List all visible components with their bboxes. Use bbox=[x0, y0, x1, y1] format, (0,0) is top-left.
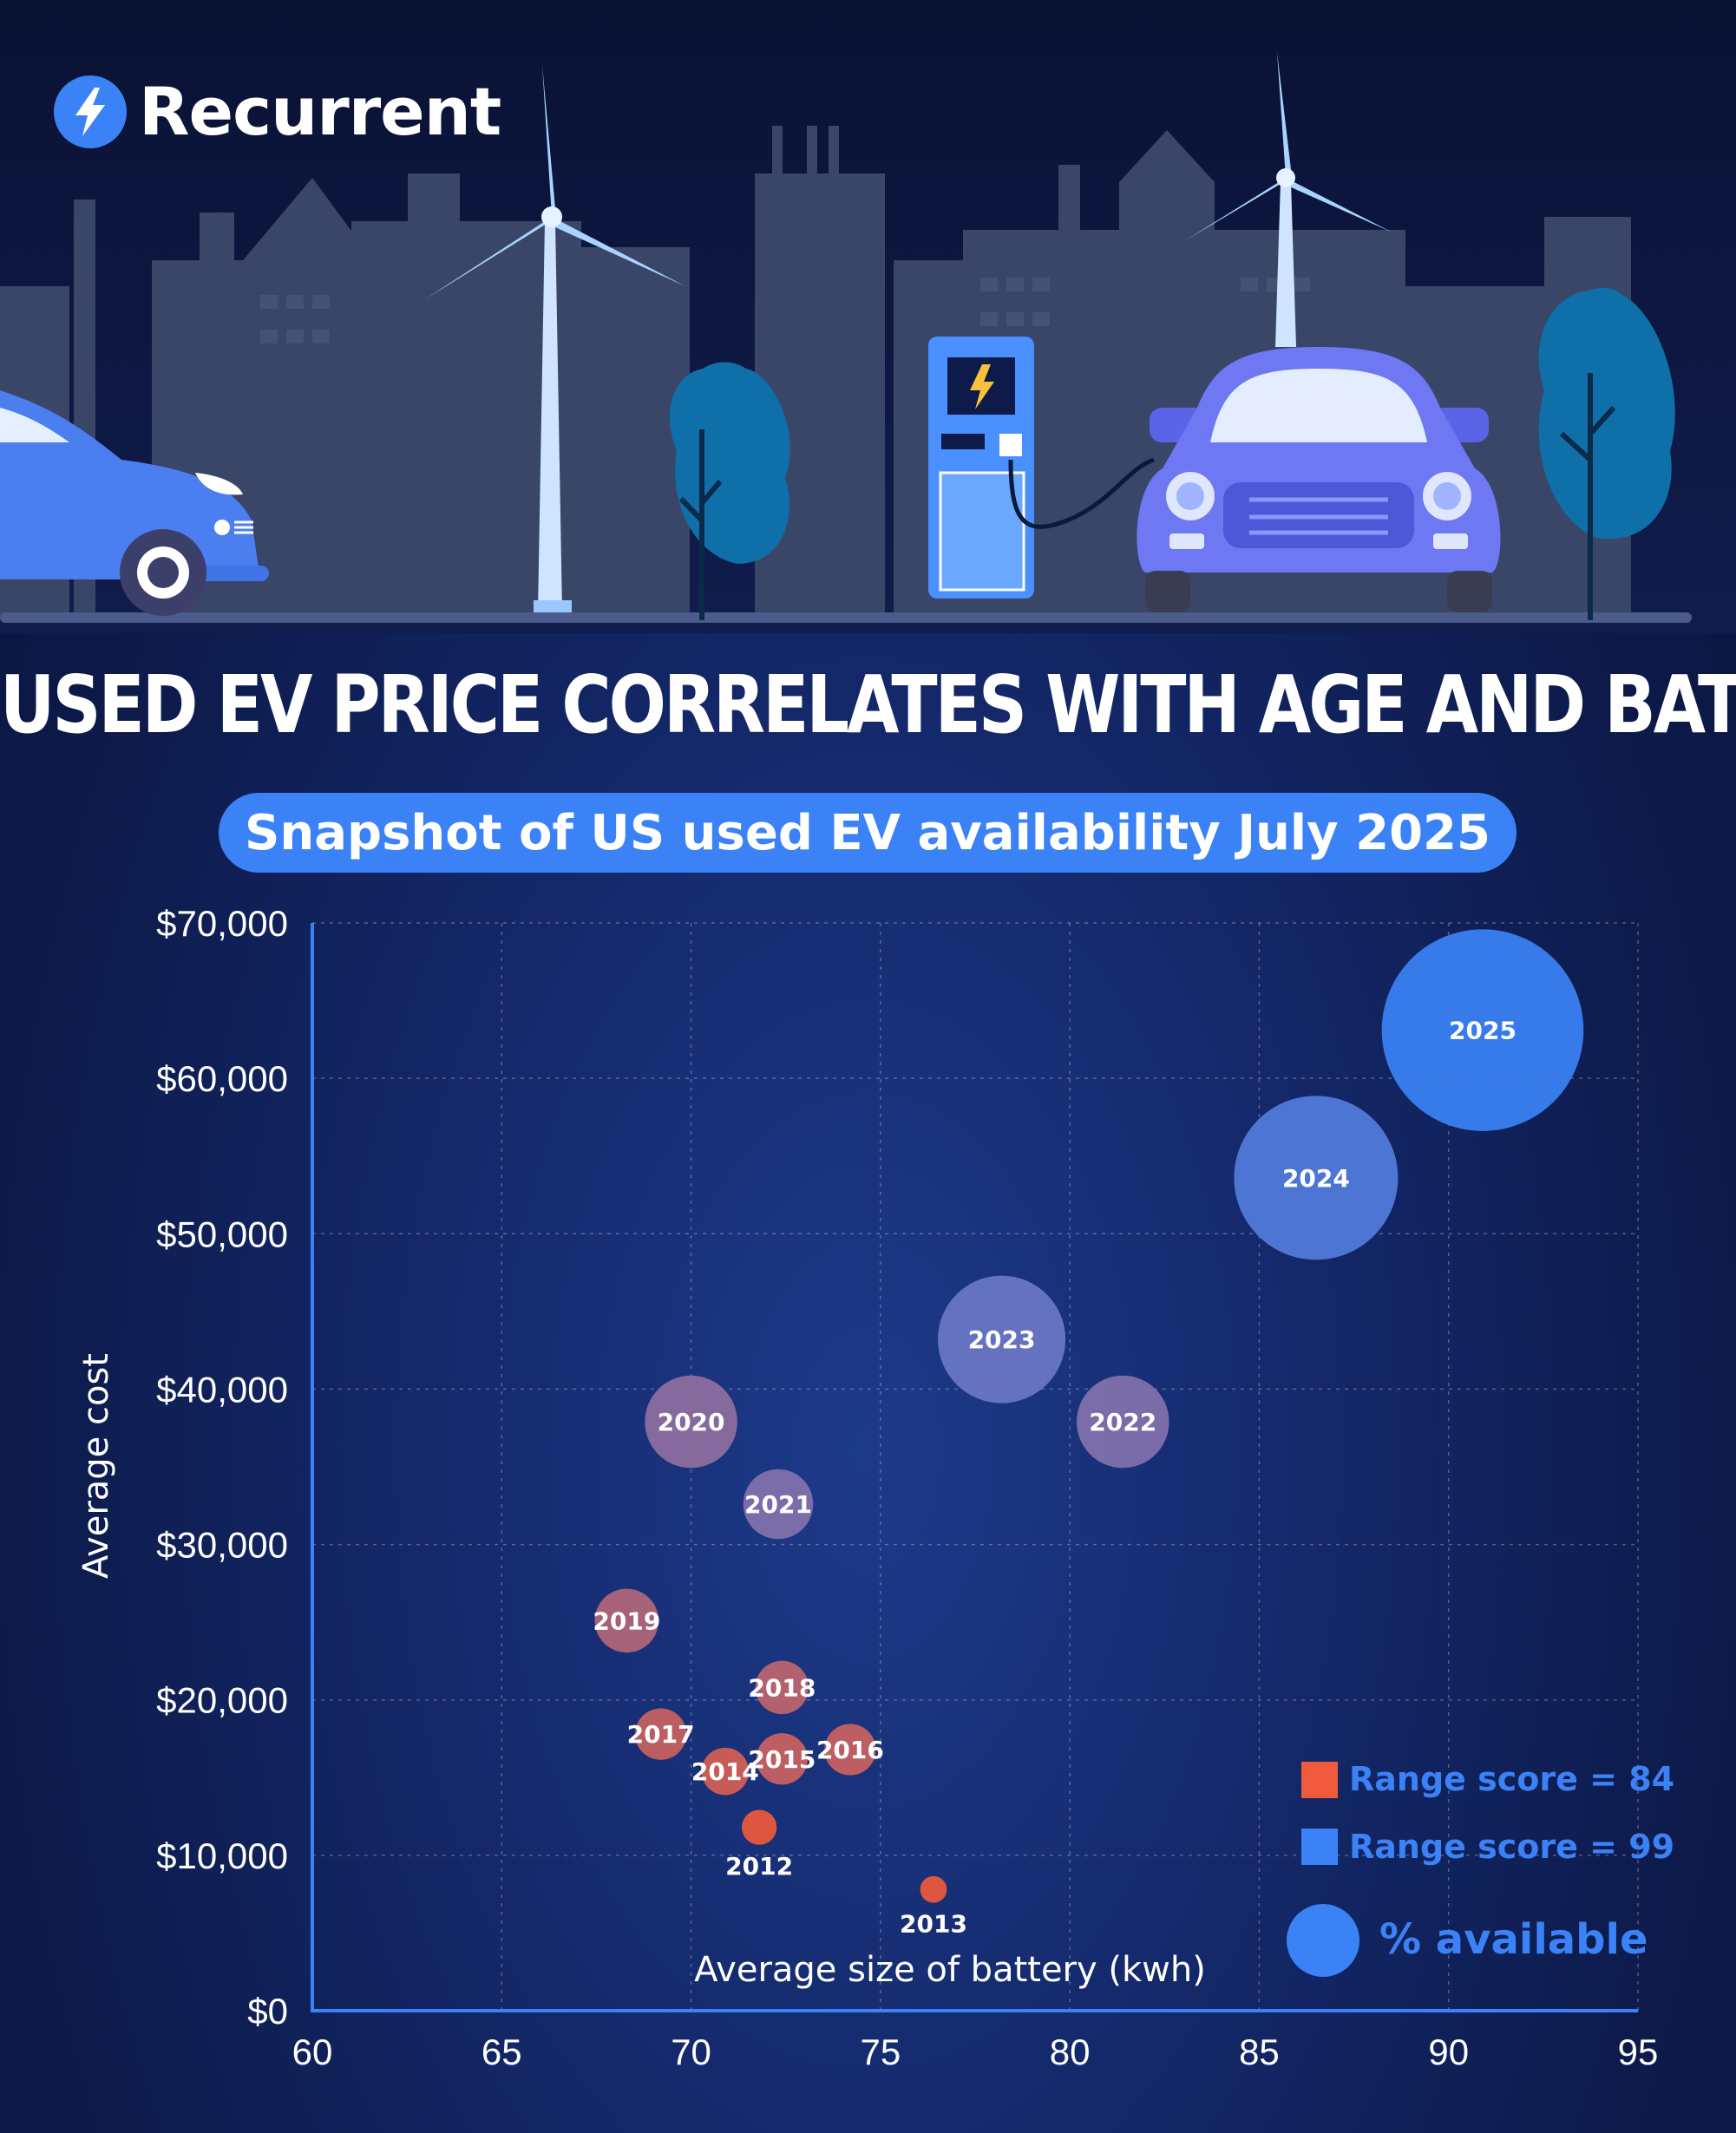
bubble-2019: 2019 bbox=[593, 1588, 660, 1653]
bubble-label: 2022 bbox=[1089, 1408, 1156, 1436]
tree-right-icon bbox=[1538, 287, 1675, 620]
bubble-2023: 2023 bbox=[938, 1275, 1066, 1403]
legend-size-label: % available bbox=[1379, 1915, 1648, 1964]
tree-left-icon bbox=[669, 362, 790, 620]
bubble-label: 2013 bbox=[900, 1910, 967, 1939]
bubble-label: 2023 bbox=[968, 1325, 1036, 1354]
y-tick-label: $0 bbox=[247, 1991, 288, 2032]
bubble-label: 2016 bbox=[816, 1736, 884, 1764]
bubble-label: 2017 bbox=[627, 1720, 695, 1749]
bubble-circle bbox=[743, 1469, 814, 1540]
bubble-label: 2014 bbox=[691, 1757, 759, 1786]
y-tick-label: $10,000 bbox=[156, 1835, 288, 1876]
bubble-2016: 2016 bbox=[816, 1724, 884, 1776]
y-tick-label: $70,000 bbox=[156, 903, 288, 944]
bubble-circle bbox=[645, 1375, 737, 1469]
bubble-circle bbox=[742, 1809, 777, 1845]
bubble-2014: 2014 bbox=[691, 1747, 759, 1796]
x-tick-label: 95 bbox=[1618, 2032, 1659, 2072]
ground-line bbox=[0, 612, 1692, 623]
bubble-label: 2012 bbox=[725, 1852, 793, 1881]
x-tick-label: 80 bbox=[1050, 2032, 1091, 2072]
x-tick-label: 65 bbox=[481, 2032, 522, 2072]
wind-turbine-right-icon bbox=[1184, 52, 1392, 347]
bubble-circle bbox=[1381, 929, 1584, 1131]
chart-legend: Range score = 84 Range score = 99 % avai… bbox=[1287, 1760, 1674, 1977]
y-tick-label: $60,000 bbox=[156, 1058, 288, 1099]
bubble-circle bbox=[920, 1875, 947, 1903]
x-tick-label: 70 bbox=[671, 2032, 711, 2072]
legend-label-range-84: Range score = 84 bbox=[1349, 1760, 1674, 1798]
bubble-circle bbox=[1234, 1096, 1399, 1260]
y-tick-label: $50,000 bbox=[156, 1214, 288, 1254]
bubble-label: 2019 bbox=[593, 1606, 660, 1635]
x-tick-label: 60 bbox=[292, 2032, 333, 2072]
bubble-circle bbox=[635, 1708, 687, 1760]
bubble-circle bbox=[824, 1724, 876, 1776]
legend-size-bubble-icon bbox=[1287, 1904, 1359, 1977]
bubble-2015: 2015 bbox=[748, 1733, 816, 1785]
brand-header: Recurrent bbox=[54, 73, 501, 150]
bubble-circle bbox=[755, 1660, 809, 1715]
bubble-label: 2025 bbox=[1449, 1017, 1517, 1045]
ev-car-front-icon bbox=[1137, 347, 1501, 612]
bubble-circle bbox=[701, 1747, 750, 1796]
bubble-2025: 2025 bbox=[1381, 929, 1584, 1131]
bubble-label: 2021 bbox=[744, 1490, 812, 1519]
y-tick-label: $20,000 bbox=[156, 1680, 288, 1721]
x-tick-label: 75 bbox=[860, 2032, 901, 2072]
bubble-2012: 2012 bbox=[725, 1809, 793, 1881]
bubble-label: 2015 bbox=[748, 1745, 816, 1774]
bubble-2020: 2020 bbox=[645, 1375, 737, 1469]
bubble-circle bbox=[1076, 1375, 1169, 1469]
charging-station-icon bbox=[928, 337, 1155, 599]
bubble-label: 2020 bbox=[658, 1408, 725, 1436]
bubble-2022: 2022 bbox=[1076, 1375, 1169, 1469]
wind-turbine-left-icon bbox=[425, 65, 685, 612]
bubble-label: 2018 bbox=[748, 1673, 816, 1702]
page-title: USED EV PRICE CORRELATES WITH AGE AND BA… bbox=[0, 659, 1736, 752]
bubble-2021: 2021 bbox=[743, 1469, 814, 1540]
y-tick-label: $30,000 bbox=[156, 1525, 288, 1566]
chart-axes bbox=[311, 923, 1638, 2012]
y-axis-ticks: $0 $10,000 $20,000 $30,000 $40,000 $50,000 $60… bbox=[156, 903, 288, 2032]
brand-name: Recurrent bbox=[139, 73, 501, 150]
y-tick-label: $40,000 bbox=[156, 1369, 288, 1410]
bubble-circle bbox=[938, 1275, 1066, 1403]
legend-swatch-range-84 bbox=[1301, 1762, 1338, 1798]
x-tick-label: 85 bbox=[1239, 2032, 1280, 2072]
legend-swatch-range-99 bbox=[1301, 1829, 1338, 1865]
bubble-label: 2024 bbox=[1282, 1164, 1350, 1193]
bubble-2017: 2017 bbox=[627, 1708, 695, 1760]
bubble-2024: 2024 bbox=[1234, 1096, 1399, 1260]
ev-car-side-icon bbox=[0, 390, 269, 616]
bubble-circle bbox=[756, 1733, 808, 1785]
bubble-2018: 2018 bbox=[748, 1660, 816, 1715]
x-axis-ticks: 60 65 70 75 80 85 90 95 bbox=[292, 2032, 1659, 2072]
bubble-series: 2025 2024 2023 2020 2022 2021 2019 2018 2015 2016… bbox=[593, 929, 1584, 1939]
y-axis-title: Average cost bbox=[76, 1353, 116, 1579]
bubble-2013: 2013 bbox=[900, 1875, 967, 1939]
city-scene-illustration bbox=[0, 0, 1736, 633]
lightning-bolt-logo-icon bbox=[54, 75, 127, 148]
chart-subtitle: Snapshot of US used EV availability July… bbox=[219, 793, 1517, 873]
bubble-circle bbox=[594, 1588, 659, 1653]
legend-label-range-99: Range score = 99 bbox=[1349, 1828, 1674, 1866]
x-axis-title: Average size of battery (kwh) bbox=[694, 1950, 1206, 1990]
x-tick-label: 90 bbox=[1428, 2032, 1469, 2072]
